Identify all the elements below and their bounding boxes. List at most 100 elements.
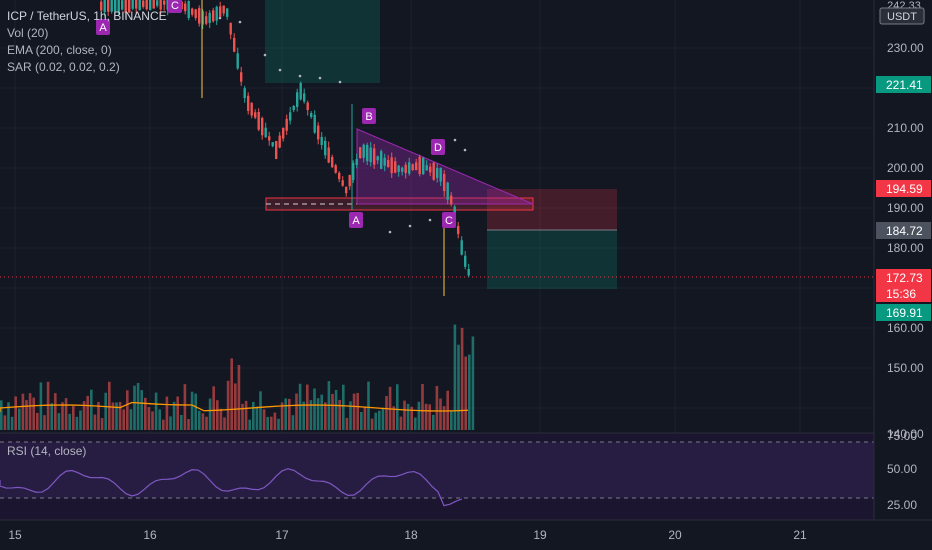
price-badge-label: 221.41	[886, 78, 923, 92]
volume-bar	[270, 416, 273, 430]
volume-bar	[0, 400, 3, 430]
volume-bar	[21, 393, 25, 430]
volume-bar	[313, 388, 316, 430]
rsi-indicator-label[interactable]: RSI (14, close)	[7, 444, 87, 458]
price-badge-label: 184.72	[886, 224, 923, 238]
prev-target-zone	[265, 0, 380, 83]
volume-bar	[417, 401, 421, 430]
volume-bar	[345, 417, 349, 430]
sar-dot	[338, 80, 342, 84]
candle	[271, 142, 274, 147]
candle	[376, 156, 379, 161]
volume-bar	[7, 402, 10, 430]
candle	[124, 0, 127, 14]
price-badge-label: 15:36	[886, 287, 916, 301]
candle	[156, 0, 159, 6]
volume-bar	[158, 409, 161, 430]
volume-bar	[39, 382, 43, 430]
candle	[233, 37, 236, 52]
sar-dot	[453, 138, 457, 142]
candle	[408, 162, 411, 174]
volume-bar	[28, 393, 32, 430]
chart-legend: ICP / TetherUS, 1h, BINANCE Vol (20) EMA…	[7, 8, 167, 76]
volume-bar	[172, 401, 176, 430]
candle	[282, 127, 285, 139]
time-tick-label: 17	[275, 528, 289, 542]
candle	[387, 160, 390, 167]
price-badge	[876, 180, 931, 197]
candle	[446, 182, 449, 200]
volume-bar	[111, 402, 115, 430]
volume-bar	[338, 399, 341, 430]
currency-label: USDT	[887, 11, 917, 23]
candle	[429, 166, 432, 173]
candle	[390, 157, 393, 174]
volume-bar	[334, 389, 338, 430]
symbol-title[interactable]: ICP / TetherUS, 1h, BINANCE	[7, 9, 167, 23]
volume-bar	[75, 416, 79, 430]
volume-bar	[50, 403, 53, 430]
volume-bar	[324, 402, 327, 430]
target-zone	[487, 230, 617, 289]
candle	[285, 118, 288, 131]
ema-indicator-label[interactable]: EMA (200, close, 0)	[7, 43, 112, 57]
candle	[341, 180, 344, 186]
sar-indicator-label[interactable]: SAR (0.02, 0.02, 0.2)	[7, 60, 120, 74]
candle	[222, 5, 225, 14]
pattern-point-label: A	[352, 215, 360, 227]
candle	[219, 6, 222, 17]
candle	[460, 240, 463, 255]
volume-bar	[108, 381, 111, 430]
volume-bar	[90, 389, 93, 430]
volume-bar	[424, 403, 428, 430]
time-tick-label: 21	[793, 528, 807, 542]
candle	[152, 0, 155, 9]
volume-bar	[100, 418, 104, 430]
sar-dot	[278, 68, 282, 72]
candle	[362, 144, 365, 158]
volume-bar	[244, 400, 248, 430]
price-tick-label: 160.00	[887, 321, 924, 335]
volume-bar	[183, 384, 187, 430]
candle	[317, 125, 320, 140]
volume-bar	[93, 414, 97, 430]
sar-dot	[463, 148, 467, 152]
price-badge	[876, 222, 931, 239]
volume-bar	[352, 393, 356, 430]
volume-bar	[194, 393, 197, 430]
volume-bar	[403, 400, 406, 430]
pattern-point-label: C	[171, 0, 179, 12]
volume-bar	[64, 398, 68, 430]
rsi-tick-label: 50.00	[887, 462, 917, 476]
pattern-point-badge	[168, 0, 182, 13]
candle	[443, 173, 446, 192]
volume-bar	[262, 409, 266, 430]
volume-bar	[79, 410, 82, 430]
volume-bar	[439, 398, 442, 430]
volume-bar	[126, 390, 129, 430]
volume-bar	[252, 401, 255, 430]
candle	[306, 102, 309, 110]
candle	[128, 0, 131, 13]
candle	[212, 10, 215, 22]
candle	[187, 0, 190, 19]
vol-indicator-label[interactable]: Vol (20)	[7, 26, 49, 40]
volume-bar	[248, 419, 251, 430]
volume-bar	[97, 401, 100, 430]
volume-bar	[190, 391, 194, 430]
sar-dot	[408, 224, 412, 228]
candle	[110, 0, 113, 12]
candle	[184, 3, 187, 12]
volume-bar	[201, 413, 205, 430]
volume-bar	[396, 384, 399, 430]
volume-bar	[54, 393, 57, 430]
volume-bar	[370, 418, 374, 430]
candle	[254, 112, 257, 118]
volume-bar	[241, 403, 244, 430]
volume-bar	[122, 409, 125, 430]
volume-bar	[140, 390, 143, 430]
candle	[457, 225, 460, 235]
sar-dot	[263, 53, 267, 57]
volume-bar	[342, 384, 345, 430]
